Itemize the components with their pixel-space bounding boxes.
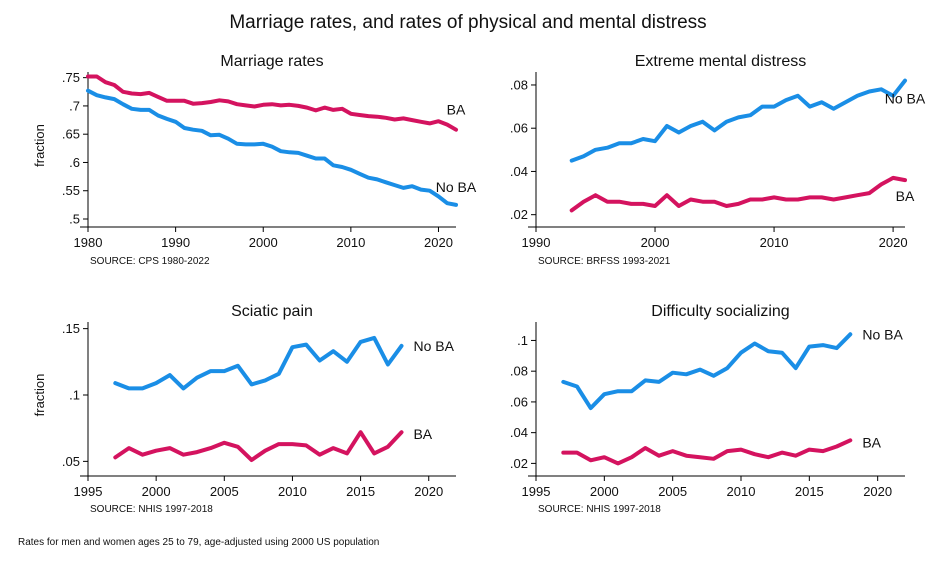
y-tick-label: .02 [510, 456, 528, 471]
y-tick-label: .1 [517, 333, 528, 348]
y-tick-label: .02 [510, 207, 528, 222]
x-tick-label: 2020 [414, 484, 443, 499]
panels: Marriage rates .5 .55 .6 .65 .7 .75 1980 1990 200… [32, 53, 926, 515]
panel-4: Difficulty socializing .02 .04 .06 .08 .1 1995… [510, 303, 905, 515]
x-tick-label: 2020 [879, 235, 908, 250]
x-tick-label: 2000 [249, 235, 278, 250]
x-tick-label: 2010 [727, 484, 756, 499]
y-tick-label: .05 [62, 454, 80, 469]
y-axis-label: fraction [32, 374, 47, 417]
series-line-ba [86, 74, 458, 132]
x-tick-label: 2015 [795, 484, 824, 499]
series-line-ba [561, 438, 853, 466]
panel-title: Marriage rates [220, 53, 323, 70]
series-line-ba [569, 175, 907, 213]
y-tick-label: .06 [510, 121, 528, 136]
x-tick-label: 2020 [863, 484, 892, 499]
x-tick-label: 2010 [336, 235, 365, 250]
y-tick-label: .7 [69, 98, 80, 113]
source-note: SOURCE: BRFSS 1993-2021 [538, 256, 671, 267]
y-tick-label: .6 [69, 155, 80, 170]
source-note: SOURCE: NHIS 1997-2018 [90, 504, 213, 515]
y-tick-label: .55 [62, 183, 80, 198]
series-line-no-ba [86, 88, 458, 207]
y-tick-label: .06 [510, 394, 528, 409]
figure-title: Marriage rates, and rates of physical an… [229, 12, 706, 33]
x-tick-label: 2010 [760, 235, 789, 250]
y-tick-label: .65 [62, 127, 80, 142]
y-tick-label: .08 [510, 364, 528, 379]
x-tick-label: 2020 [424, 235, 453, 250]
series-line-no-ba [561, 332, 853, 411]
x-tick-label: 1990 [522, 235, 551, 250]
x-tick-label: 2015 [346, 484, 375, 499]
series-label: BA [447, 102, 466, 118]
panel-title: Extreme mental distress [635, 53, 807, 70]
x-tick-label: 1995 [522, 484, 551, 499]
x-tick-label: 1990 [161, 235, 190, 250]
y-tick-label: .15 [62, 321, 80, 336]
y-tick-label: .04 [510, 164, 528, 179]
y-tick-label: .04 [510, 425, 528, 440]
series-label: BA [413, 426, 432, 442]
series-line-no-ba [113, 335, 404, 391]
series-label: BA [862, 434, 881, 450]
x-tick-label: 2000 [142, 484, 171, 499]
x-tick-label: 2000 [590, 484, 619, 499]
y-tick-label: .08 [510, 77, 528, 92]
series-label: BA [896, 188, 915, 204]
x-tick-label: 1995 [74, 484, 103, 499]
panel-title: Sciatic pain [231, 303, 313, 320]
source-note: SOURCE: NHIS 1997-2018 [538, 504, 661, 515]
series-label: No BA [862, 326, 903, 342]
panel-title: Difficulty socializing [651, 303, 789, 320]
series-line-no-ba [569, 78, 907, 163]
y-tick-label: .75 [62, 70, 80, 85]
series-line-ba [113, 430, 404, 462]
x-tick-label: 2010 [278, 484, 307, 499]
x-tick-label: 2005 [210, 484, 239, 499]
x-tick-label: 2005 [658, 484, 687, 499]
y-tick-label: .5 [69, 212, 80, 227]
series-label: No BA [436, 179, 477, 195]
panel-3: Sciatic pain .05 .1 .15 1995 2000 2005 2010 2015… [32, 303, 456, 515]
x-tick-label: 2000 [641, 235, 670, 250]
figure-note: Rates for men and women ages 25 to 79, a… [18, 537, 379, 548]
panel-1: Marriage rates .5 .55 .6 .65 .7 .75 1980 1990 200… [32, 53, 477, 267]
x-tick-label: 1980 [74, 235, 103, 250]
series-label: No BA [413, 338, 454, 354]
y-axis-label: fraction [32, 124, 47, 167]
series-label: No BA [885, 91, 926, 107]
source-note: SOURCE: CPS 1980-2022 [90, 256, 210, 267]
panel-2: Extreme mental distress .02 .04 .06 .08 1990 2… [510, 53, 926, 267]
y-tick-label: .1 [69, 388, 80, 403]
